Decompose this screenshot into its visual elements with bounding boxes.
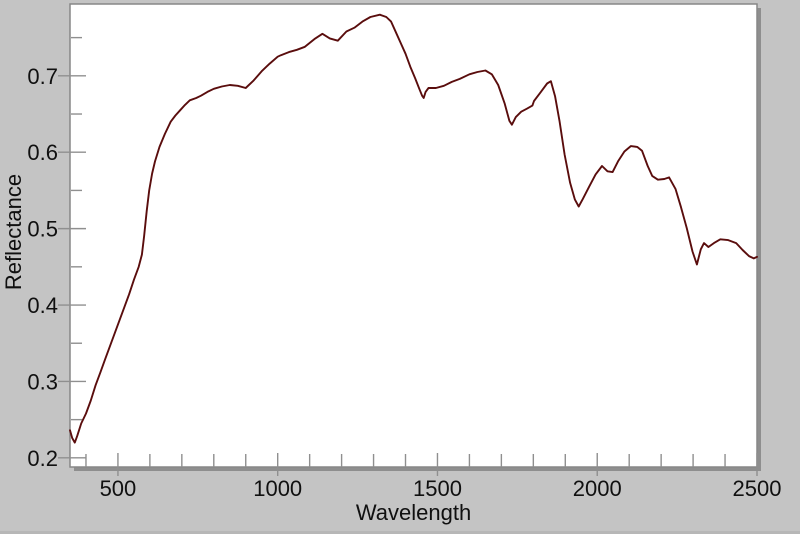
x-tick-label: 500 xyxy=(100,476,137,501)
y-tick-label: 0.6 xyxy=(27,140,58,165)
x-tick-label: 2500 xyxy=(733,476,782,501)
y-tick-label: 0.5 xyxy=(27,217,58,242)
plot-area xyxy=(69,3,758,468)
x-tick-label: 1500 xyxy=(413,476,462,501)
y-axis-title: Reflectance xyxy=(1,173,26,291)
y-tick-label: 0.4 xyxy=(27,293,58,318)
y-tick-label: 0.3 xyxy=(27,369,58,394)
y-tick-label: 0.7 xyxy=(27,64,58,89)
window-bottom-edge xyxy=(0,531,800,534)
x-tick-label: 2000 xyxy=(573,476,622,501)
y-tick-label: 0.2 xyxy=(27,446,58,471)
x-tick-label: 1000 xyxy=(253,476,302,501)
spectrum-curve xyxy=(69,13,758,444)
x-axis-title: Wavelength xyxy=(355,500,472,525)
